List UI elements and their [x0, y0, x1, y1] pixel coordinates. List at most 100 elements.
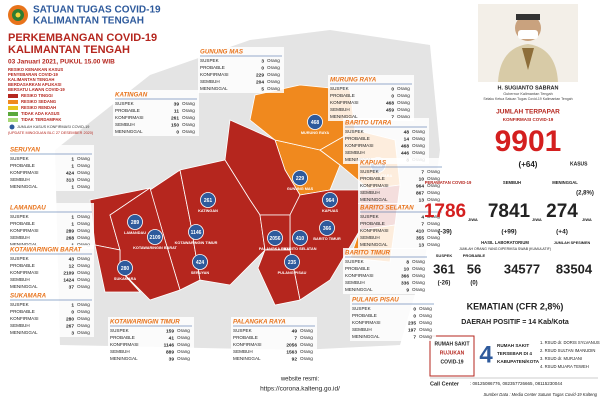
district-unit: Orang: [419, 320, 432, 325]
district-field: KONFIRMASI: [10, 228, 39, 233]
legend-title: KALIMANTAN TENGAH: [8, 77, 54, 82]
district-value: 7: [391, 114, 394, 120]
map-district-name: MURUNG RAYA: [301, 131, 329, 135]
district-value: 1563: [286, 349, 297, 355]
logo: [8, 5, 28, 25]
district-field: PROBABLE: [233, 335, 258, 340]
district-unit: Orang: [427, 221, 440, 226]
call-center-numbers: : 08125086776, 082357726665, 08115230044: [470, 381, 563, 386]
map-district-name: SERUYAN: [191, 271, 209, 275]
hospital-desc: RUMAH SAKIT: [497, 343, 529, 348]
map-marker-value: 468: [311, 120, 320, 126]
district-value: 7: [294, 335, 297, 341]
district-unit: Orang: [77, 270, 90, 275]
stat-value: 7841: [488, 201, 531, 222]
hospital-item: 2. RSUD SULTAN IMANUDIN: [540, 348, 595, 353]
stat-value: 274: [546, 201, 578, 222]
district-unit: Orang: [412, 273, 425, 278]
district-value: 39: [174, 101, 180, 107]
district-value: 1: [71, 221, 74, 227]
lab-swab: 34577: [504, 261, 540, 276]
lab-suspek-label: SUSPEK: [436, 253, 453, 258]
map-district-name: KATINGAN: [198, 209, 218, 213]
district-field: KONFIRMASI: [10, 270, 39, 275]
district-value: 1: [71, 214, 74, 220]
map-marker-value: 289: [131, 220, 140, 226]
header-title: SATUAN TUGAS COVID-19: [33, 5, 161, 16]
map-marker: [192, 254, 208, 270]
district-name: KOTAWARINGIN TIMUR: [110, 319, 180, 326]
district-unit: Orang: [77, 309, 90, 314]
map-district-name: PULANG PISAU: [278, 271, 307, 275]
district-field: SUSPEK: [360, 169, 380, 174]
district-unit: Orang: [182, 122, 195, 127]
district-box: [8, 145, 94, 191]
district-value: 261: [171, 115, 179, 121]
hospital-box: [429, 335, 475, 377]
district-field: PROBABLE: [10, 221, 35, 226]
district-field: SEMBUH: [10, 235, 30, 240]
district-unit: Orang: [412, 280, 425, 285]
district-field: KONFIRMASI: [360, 183, 389, 188]
district-value: 13: [419, 197, 425, 203]
district-box: [113, 90, 199, 136]
district-field: MENINGGAL: [330, 114, 358, 119]
confirmed-heading: JUMLAH TERPAPAR: [496, 109, 560, 116]
map-district-name: BARITO TIMUR: [313, 237, 341, 241]
stat-change: (+4): [556, 229, 568, 236]
district-field: SUSPEK: [115, 101, 135, 106]
district-value: 12: [69, 263, 75, 269]
district-field: SUSPEK: [10, 256, 30, 261]
hospital-title: RUJUKAN: [440, 350, 465, 356]
district-unit: Orang: [77, 170, 90, 175]
map-district-name: GUNUNG MAS: [287, 187, 314, 191]
legend-marker-label: JUMLAH KASUS KONFIRMASI COVID-19: [17, 125, 89, 129]
map-district-name: PALANGKA RAYA: [259, 247, 291, 251]
district-value: 150: [171, 122, 179, 128]
district-field: SUSPEK: [10, 302, 30, 307]
district-value: 229: [256, 72, 264, 78]
district-value: 867: [416, 190, 424, 196]
stat-label: PERAWATAN COVID-19: [425, 180, 472, 185]
district-field: SEMBUH: [10, 323, 30, 328]
district-value: 4: [421, 214, 424, 220]
map-marker: [307, 114, 323, 130]
confirmed-change: (+64): [519, 160, 538, 169]
map-marker: [322, 192, 338, 208]
district-field: PROBABLE: [345, 136, 370, 141]
cfr: KEMATIAN (CFR 2,8%): [467, 301, 564, 311]
lab-probable-label: PROBABLE: [463, 253, 486, 258]
district-box: [198, 47, 284, 93]
district-value: 37: [69, 284, 75, 290]
district-unit: Orang: [177, 328, 190, 333]
legend-swatch: [8, 118, 18, 122]
district-unit: Orang: [300, 356, 313, 361]
district-unit: Orang: [300, 328, 313, 333]
district-value: 1146: [164, 342, 175, 348]
district-name: LAMANDAU: [10, 205, 46, 212]
map-marker-value: 261: [204, 198, 213, 204]
district-field: SEMBUH: [200, 79, 220, 84]
district-field: SEMBUH: [10, 177, 30, 182]
legend-label: RESIKO SEDANG: [21, 99, 56, 104]
hospital-item: 1. RSUD dr. DORIS SYLVANUS: [540, 340, 600, 345]
lab-suspek: 361: [433, 261, 455, 276]
map-district-name: KAPUAS: [322, 209, 339, 213]
district-field: KONFIRMASI: [10, 316, 39, 321]
district-unit: Orang: [300, 342, 313, 347]
district-value: 197: [408, 327, 416, 333]
district-value: 1424: [63, 277, 74, 283]
district-name: PULANG PISAU: [352, 297, 399, 304]
district-value: 14: [404, 136, 410, 142]
district-box: [328, 75, 414, 121]
district-unit: Orang: [77, 221, 90, 226]
district-field: SEMBUH: [233, 349, 253, 354]
district-unit: Orang: [267, 65, 280, 70]
district-field: SEMBUH: [360, 190, 380, 195]
district-value: 410: [416, 228, 424, 234]
district-unit: Orang: [177, 342, 190, 347]
confirmed-unit: KASUS: [570, 161, 588, 167]
district-value: 159: [166, 328, 174, 334]
district-field: KONFIRMASI: [10, 170, 39, 175]
stat-unit: JIWA: [582, 217, 592, 222]
